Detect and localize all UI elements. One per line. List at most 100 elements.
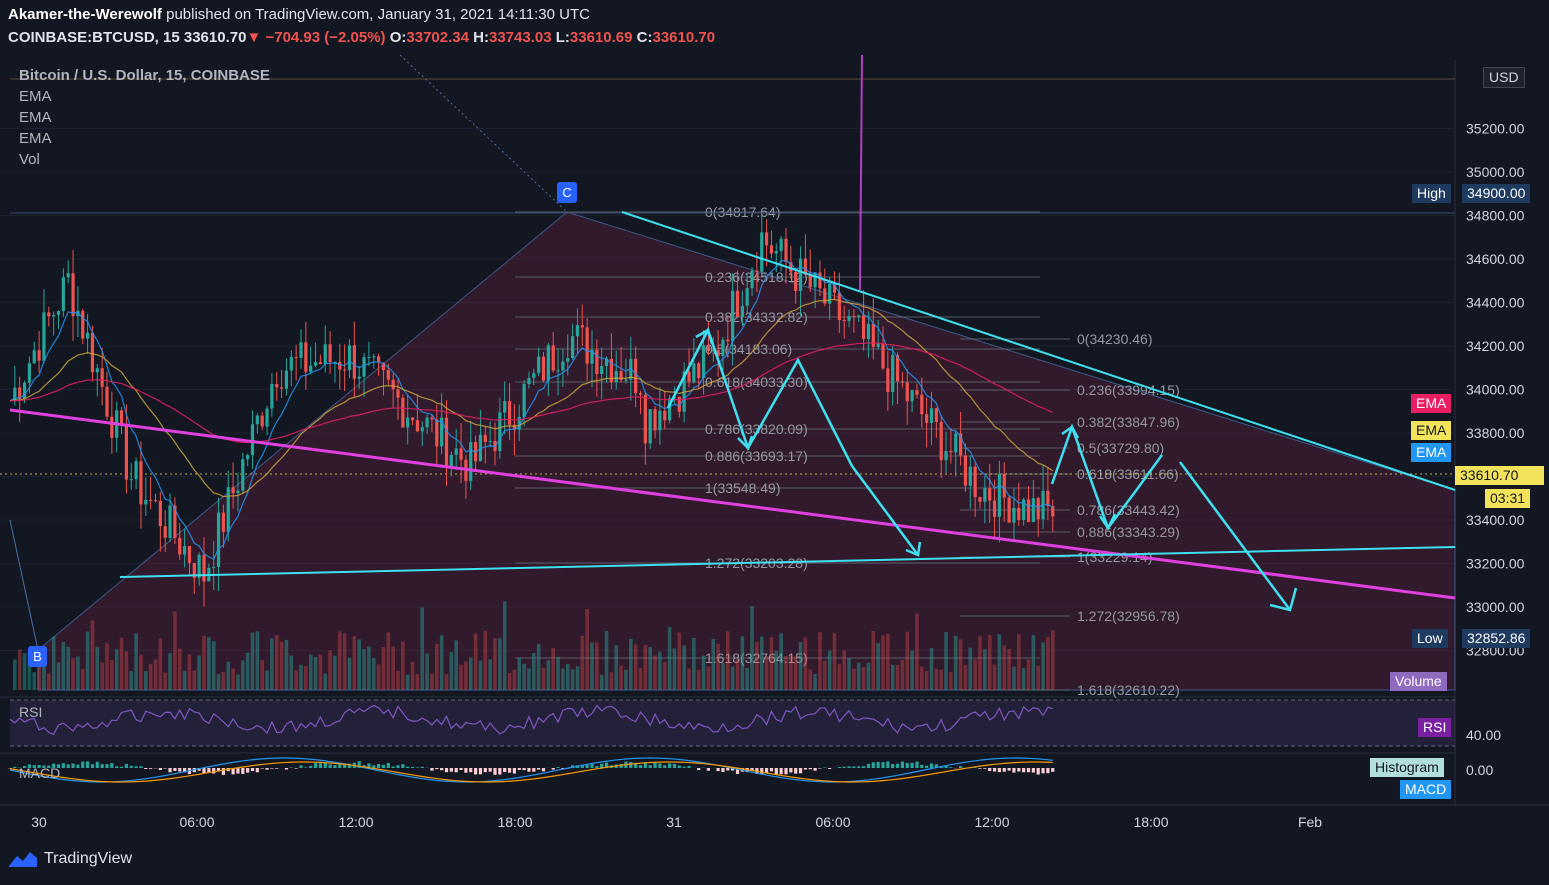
macd-histogram-bar bbox=[241, 768, 245, 774]
volume-bar bbox=[328, 650, 332, 690]
candle-body bbox=[585, 327, 589, 364]
candle-body bbox=[876, 343, 880, 347]
macd-histogram-bar bbox=[537, 768, 541, 770]
tradingview-logo[interactable]: TradingView bbox=[8, 850, 132, 868]
macd-histogram-bar bbox=[522, 768, 526, 771]
macd-histogram-bar bbox=[32, 765, 36, 768]
macd-histogram-bar bbox=[876, 761, 880, 768]
ema-blue-tag: EMA bbox=[1411, 443, 1452, 462]
volume-bar bbox=[357, 639, 361, 690]
macd-histogram-bar bbox=[478, 768, 483, 775]
candle-body bbox=[915, 390, 919, 395]
volume-bar bbox=[304, 665, 308, 690]
volume-bar bbox=[658, 651, 662, 690]
candle-body bbox=[449, 454, 453, 468]
volume-bar bbox=[410, 661, 415, 690]
macd-histogram-bar bbox=[197, 768, 201, 771]
fib-level-label: 1(33548.49) bbox=[705, 480, 781, 496]
candle-body bbox=[847, 315, 851, 321]
volume-bar bbox=[701, 655, 706, 690]
arrow-head-icon bbox=[905, 541, 922, 557]
macd-histogram-bar bbox=[231, 768, 235, 775]
volume-bar bbox=[706, 666, 711, 690]
candle-body bbox=[110, 416, 114, 438]
candle-body bbox=[56, 311, 61, 315]
candle-body bbox=[745, 288, 749, 306]
fib-level-label: 0.886(33693.17) bbox=[705, 448, 808, 464]
macd-pane-label[interactable]: MACD bbox=[19, 765, 61, 781]
volume-bar bbox=[648, 647, 652, 690]
volume-bar bbox=[66, 646, 70, 690]
legend-ema-3[interactable]: EMA bbox=[19, 130, 52, 147]
macd-histogram-bar bbox=[183, 768, 187, 773]
currency-label[interactable]: USD bbox=[1483, 67, 1525, 88]
volume-bar bbox=[274, 634, 279, 690]
candle-body bbox=[90, 332, 95, 373]
volume-bar bbox=[197, 655, 201, 690]
candle-body bbox=[250, 424, 255, 456]
candle-body bbox=[338, 361, 342, 370]
volume-bar bbox=[129, 671, 134, 690]
candle-body bbox=[765, 232, 769, 246]
volume-bar bbox=[769, 637, 774, 690]
volume-bar bbox=[653, 655, 657, 690]
candle-body bbox=[367, 357, 371, 359]
macd-histogram-bar bbox=[318, 763, 322, 768]
candle-body bbox=[944, 451, 948, 461]
volume-bar bbox=[920, 666, 924, 690]
macd-histogram-bar bbox=[396, 765, 400, 768]
volume-bar bbox=[614, 645, 619, 690]
macd-histogram-bar bbox=[823, 767, 827, 768]
arrow-head-icon bbox=[695, 328, 714, 345]
candle-body bbox=[895, 355, 900, 382]
candle-body bbox=[309, 365, 313, 372]
volume-bar bbox=[362, 649, 366, 690]
macd-histogram-bar bbox=[905, 762, 909, 768]
candle-body bbox=[959, 433, 963, 456]
macd-histogram-bar bbox=[920, 764, 924, 768]
macd-histogram-bar bbox=[900, 761, 904, 768]
legend-ema-1[interactable]: EMA bbox=[19, 88, 52, 105]
publish-info: published on TradingView.com, January 31… bbox=[166, 6, 590, 23]
macd-histogram-bar bbox=[784, 768, 788, 775]
fib-level-label: 0.5(34183.06) bbox=[705, 341, 792, 357]
y-tick-label: 35000.00 bbox=[1466, 164, 1525, 180]
rsi-pane-label[interactable]: RSI bbox=[19, 704, 43, 720]
macd-line bbox=[9, 757, 1053, 783]
candle-body bbox=[837, 292, 841, 321]
volume-bar bbox=[110, 659, 114, 690]
legend-vol[interactable]: Vol bbox=[19, 151, 40, 168]
candle-body bbox=[629, 358, 633, 380]
volume-bar bbox=[672, 648, 677, 690]
legend-ema-2[interactable]: EMA bbox=[19, 109, 52, 126]
volume-bar bbox=[900, 660, 905, 690]
macd-histogram-bar bbox=[580, 765, 584, 768]
volume-bar bbox=[478, 660, 483, 690]
volume-bar bbox=[231, 668, 235, 690]
volume-bar bbox=[692, 637, 696, 690]
macd-histogram-bar bbox=[134, 766, 138, 768]
macd-histogram-bar bbox=[119, 766, 124, 768]
volume-bar bbox=[517, 657, 522, 690]
volume-bar bbox=[949, 671, 953, 690]
candle-body bbox=[988, 488, 992, 501]
volume-bar bbox=[910, 650, 914, 690]
volume-bar bbox=[662, 661, 667, 690]
volume-bar bbox=[866, 662, 871, 690]
volume-bar bbox=[342, 633, 347, 690]
macd-histogram-bar bbox=[862, 766, 866, 768]
volume-bar bbox=[493, 638, 497, 690]
volume-bar bbox=[696, 669, 701, 690]
volume-bar bbox=[279, 641, 284, 690]
fib-level-label: 0.618(33611.66) bbox=[1077, 466, 1179, 482]
volume-bar bbox=[1007, 649, 1011, 690]
candle-body bbox=[469, 442, 473, 481]
ema-yellow-tag: EMA bbox=[1411, 421, 1452, 440]
candle-body bbox=[430, 417, 434, 420]
volume-bar bbox=[934, 668, 939, 690]
candle-body bbox=[231, 487, 235, 494]
author-name[interactable]: Akamer-the-Werewolf bbox=[8, 6, 162, 23]
candle-body bbox=[372, 356, 376, 358]
volume-bar bbox=[726, 631, 730, 690]
